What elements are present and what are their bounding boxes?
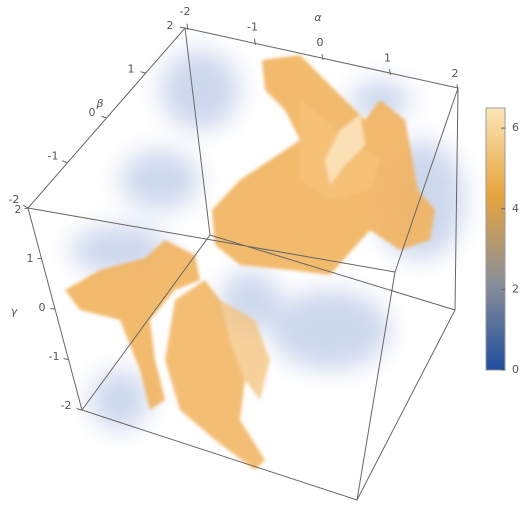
- colorbar-tick-label: 2: [512, 282, 519, 295]
- z-tick: [76, 409, 82, 410]
- y-tick-label: 2: [167, 19, 174, 32]
- colorbar-tick-label: 4: [512, 202, 519, 215]
- y-tick: [23, 205, 28, 208]
- colorbar-tick-label: 0: [512, 363, 519, 376]
- z-tick-label: -2: [61, 399, 72, 412]
- y-tick: [62, 161, 67, 163]
- colorbar-tick-label: 6: [512, 121, 519, 134]
- y-tick: [141, 72, 146, 73]
- x-axis-label: α: [314, 11, 322, 24]
- z-tick-label: 0: [39, 301, 46, 314]
- x-tick: [254, 39, 255, 45]
- z-tick-label: 2: [15, 203, 22, 216]
- y-tick: [101, 116, 106, 118]
- y-tick-label: 1: [128, 63, 135, 76]
- x-tick-label: 2: [452, 67, 459, 80]
- chart: α β γ -2-1012-2-1012-2-10120246: [0, 0, 528, 506]
- x-tick-label: -2: [180, 5, 191, 18]
- x-tick-label: 0: [317, 36, 324, 49]
- colorbar: [486, 108, 505, 370]
- z-tick-label: 1: [27, 252, 34, 265]
- z-tick: [63, 359, 68, 360]
- z-axis-label: γ: [11, 305, 18, 318]
- y-tick-label: -1: [48, 150, 59, 163]
- y-tick-label: 0: [89, 106, 96, 119]
- x-tick-label: -1: [247, 21, 258, 34]
- x-tick: [322, 54, 323, 60]
- z-tick-label: -1: [49, 350, 60, 363]
- y-tick: [180, 27, 185, 28]
- x-tick: [389, 69, 390, 75]
- x-tick: [187, 24, 188, 30]
- y-axis-label: β: [95, 97, 103, 110]
- z-tick: [25, 208, 29, 209]
- x-tick-label: 1: [384, 52, 391, 65]
